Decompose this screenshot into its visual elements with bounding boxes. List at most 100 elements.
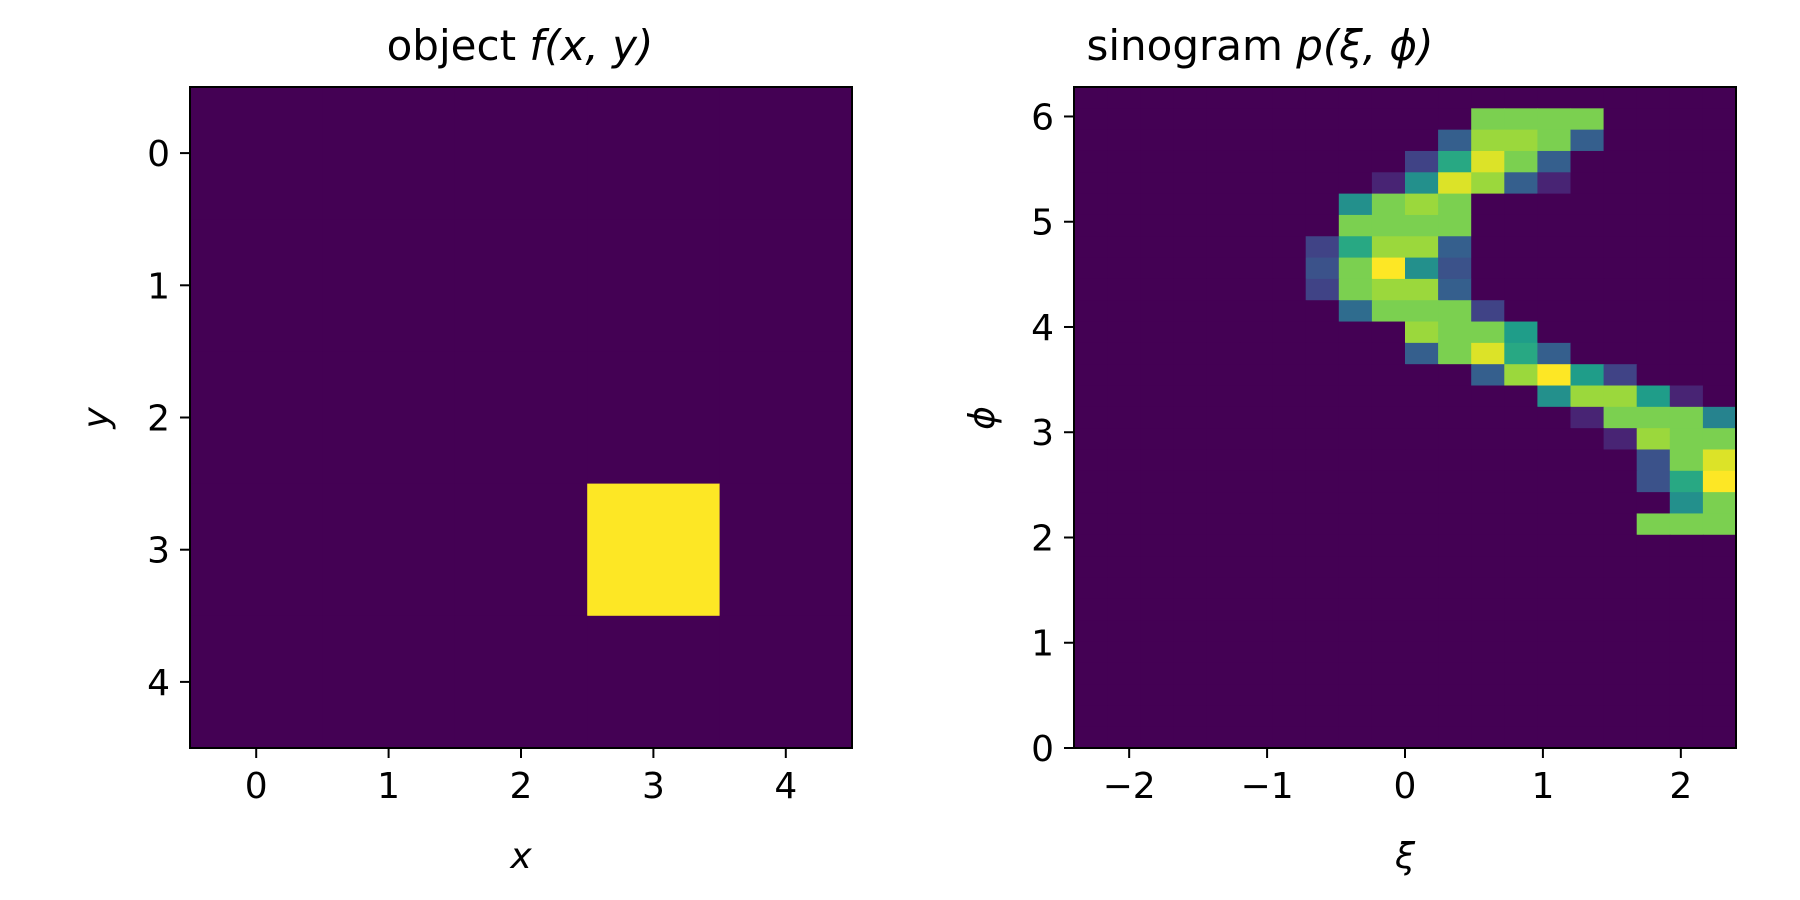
sinogram-cell: [1571, 535, 1605, 557]
sinogram-cell: [1074, 236, 1108, 258]
sinogram-cell: [1140, 108, 1174, 130]
sinogram-cell: [1604, 87, 1638, 109]
sinogram-cell: [1372, 428, 1406, 450]
sinogram-cell: [1074, 130, 1108, 152]
sinogram-cell: [1173, 428, 1207, 450]
sinogram-cell: [1339, 236, 1373, 258]
sinogram-cell: [1306, 513, 1340, 535]
sinogram-cell: [1571, 663, 1605, 685]
sinogram-cell: [1339, 172, 1373, 194]
sinogram-cell: [1107, 620, 1141, 642]
sinogram-cell: [1240, 407, 1274, 429]
sinogram-cell: [1438, 236, 1472, 258]
sinogram-cell: [1471, 663, 1505, 685]
sinogram-cell: [1372, 87, 1406, 109]
sinogram-cell: [1637, 343, 1671, 365]
sinogram-cell: [1537, 705, 1571, 727]
sinogram-cell: [1405, 215, 1439, 237]
sinogram-cell: [1339, 87, 1373, 109]
sinogram-cell: [1140, 386, 1174, 408]
sinogram-cell: [1107, 599, 1141, 621]
sinogram-cell: [1107, 130, 1141, 152]
sinogram-cell: [1637, 130, 1671, 152]
sinogram-cell: [1240, 641, 1274, 663]
object-cell: [455, 219, 588, 352]
sinogram-cell: [1637, 364, 1671, 386]
object-cell: [190, 219, 323, 352]
sinogram-cell: [1571, 513, 1605, 535]
sinogram-cell: [1140, 215, 1174, 237]
sinogram-cell: [1372, 641, 1406, 663]
sinogram-cell: [1670, 471, 1704, 493]
sinogram-cell: [1438, 684, 1472, 706]
sinogram-y-tick-label: 1: [1031, 624, 1054, 665]
sinogram-cell: [1703, 535, 1737, 557]
sinogram-cell: [1637, 535, 1671, 557]
sinogram-cell: [1173, 322, 1207, 344]
sinogram-cell: [1471, 322, 1505, 344]
sinogram-cell: [1306, 641, 1340, 663]
sinogram-cell: [1206, 87, 1240, 109]
sinogram-cell: [1273, 641, 1307, 663]
sinogram-cell: [1670, 407, 1704, 429]
sinogram-cell: [1438, 705, 1472, 727]
sinogram-y-tick-label: 2: [1031, 518, 1054, 559]
sinogram-cell: [1438, 599, 1472, 621]
sinogram-cell: [1405, 130, 1439, 152]
sinogram-cell: [1372, 300, 1406, 322]
sinogram-cell: [1273, 386, 1307, 408]
object-cell: [322, 351, 455, 484]
sinogram-cell: [1306, 236, 1340, 258]
sinogram-cell: [1074, 407, 1108, 429]
sinogram-cell: [1372, 130, 1406, 152]
sinogram-cell: [1306, 599, 1340, 621]
sinogram-cell: [1074, 428, 1108, 450]
sinogram-cell: [1206, 215, 1240, 237]
sinogram-cell: [1240, 172, 1274, 194]
sinogram-cell: [1339, 428, 1373, 450]
sinogram-y-tick-label: 4: [1031, 308, 1054, 349]
sinogram-cell: [1273, 471, 1307, 493]
sinogram-cell: [1504, 236, 1538, 258]
sinogram-cell: [1537, 684, 1571, 706]
sinogram-cell: [1504, 87, 1538, 109]
sinogram-cell: [1471, 108, 1505, 130]
sinogram-cell: [1273, 449, 1307, 471]
sinogram-cell: [1637, 471, 1671, 493]
sinogram-cell: [1206, 343, 1240, 365]
sinogram-cell: [1703, 87, 1737, 109]
sinogram-cell: [1206, 151, 1240, 173]
sinogram-cell: [1604, 727, 1638, 749]
sinogram-cell: [1537, 364, 1571, 386]
sinogram-cell: [1206, 705, 1240, 727]
sinogram-cell: [1571, 620, 1605, 642]
sinogram-cell: [1140, 343, 1174, 365]
sinogram-cell: [1405, 705, 1439, 727]
sinogram-cell: [1339, 727, 1373, 749]
sinogram-cell: [1372, 727, 1406, 749]
sinogram-cell: [1273, 428, 1307, 450]
sinogram-cell: [1306, 577, 1340, 599]
sinogram-cell: [1206, 364, 1240, 386]
sinogram-cell: [1604, 172, 1638, 194]
sinogram-cell: [1438, 641, 1472, 663]
sinogram-cell: [1571, 407, 1605, 429]
sinogram-cell: [1140, 300, 1174, 322]
sinogram-cell: [1703, 599, 1737, 621]
sinogram-cell: [1637, 322, 1671, 344]
sinogram-cell: [1140, 727, 1174, 749]
sinogram-cell: [1504, 705, 1538, 727]
sinogram-cell: [1471, 428, 1505, 450]
sinogram-cell: [1273, 556, 1307, 578]
sinogram-cell: [1537, 151, 1571, 173]
object-cell: [587, 484, 720, 617]
sinogram-cell: [1405, 577, 1439, 599]
sinogram-cell: [1140, 492, 1174, 514]
sinogram-cell: [1405, 322, 1439, 344]
sinogram-cell: [1504, 386, 1538, 408]
sinogram-cell: [1240, 322, 1274, 344]
sinogram-cell: [1339, 641, 1373, 663]
sinogram-cell: [1637, 407, 1671, 429]
sinogram-cell: [1670, 705, 1704, 727]
sinogram-y-tick-label: 3: [1031, 413, 1054, 454]
